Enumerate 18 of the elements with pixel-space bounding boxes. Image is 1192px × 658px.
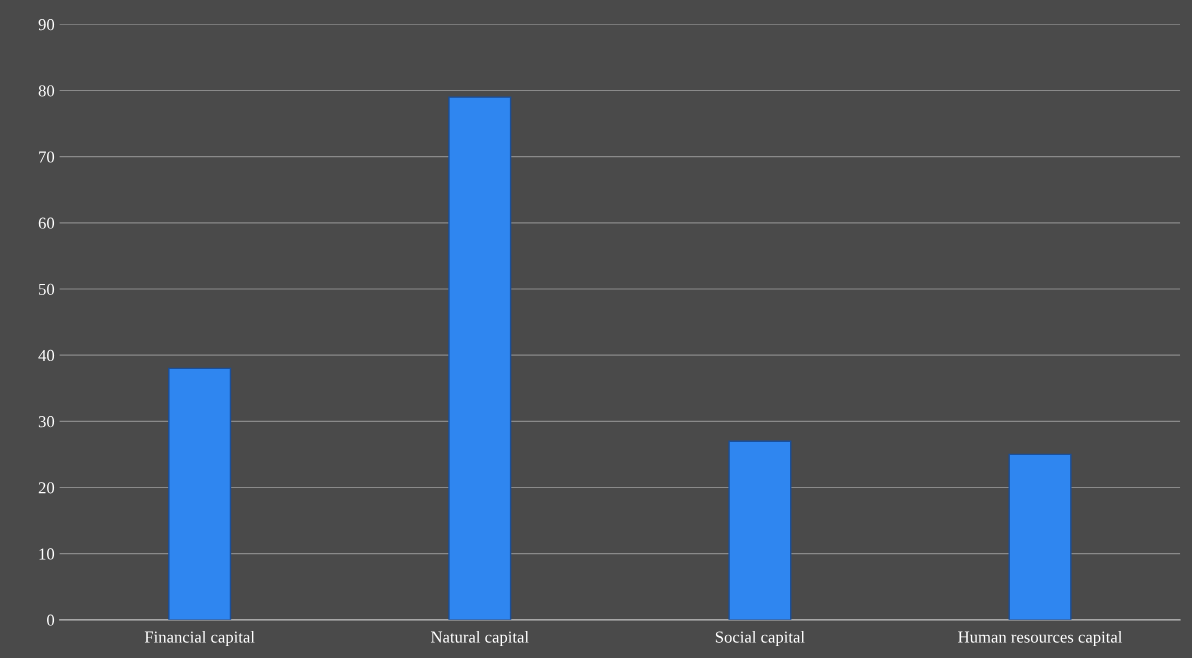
y-tick-label: 70 xyxy=(39,151,55,163)
y-tick-label: 10 xyxy=(39,548,55,560)
y-tick-label: 60 xyxy=(38,217,55,229)
y-tick-label: 30 xyxy=(38,416,55,428)
x-tick-label: Social capital xyxy=(715,630,805,647)
bar xyxy=(448,96,512,620)
x-tick-label: Financial capital xyxy=(144,630,255,647)
bar xyxy=(1008,453,1072,620)
y-tick-label: 80 xyxy=(38,85,55,97)
x-tick-label: Human resources capital xyxy=(958,630,1123,647)
x-tick-label: Natural capital xyxy=(430,630,529,647)
y-tick-label: 90 xyxy=(38,19,55,31)
y-tick-label: 20 xyxy=(38,482,55,494)
y-tick-label: 50 xyxy=(39,283,55,295)
bar xyxy=(728,440,792,620)
y-tick-label: 0 xyxy=(47,614,55,626)
y-tick-label: 40 xyxy=(38,349,55,362)
bar xyxy=(168,367,232,620)
